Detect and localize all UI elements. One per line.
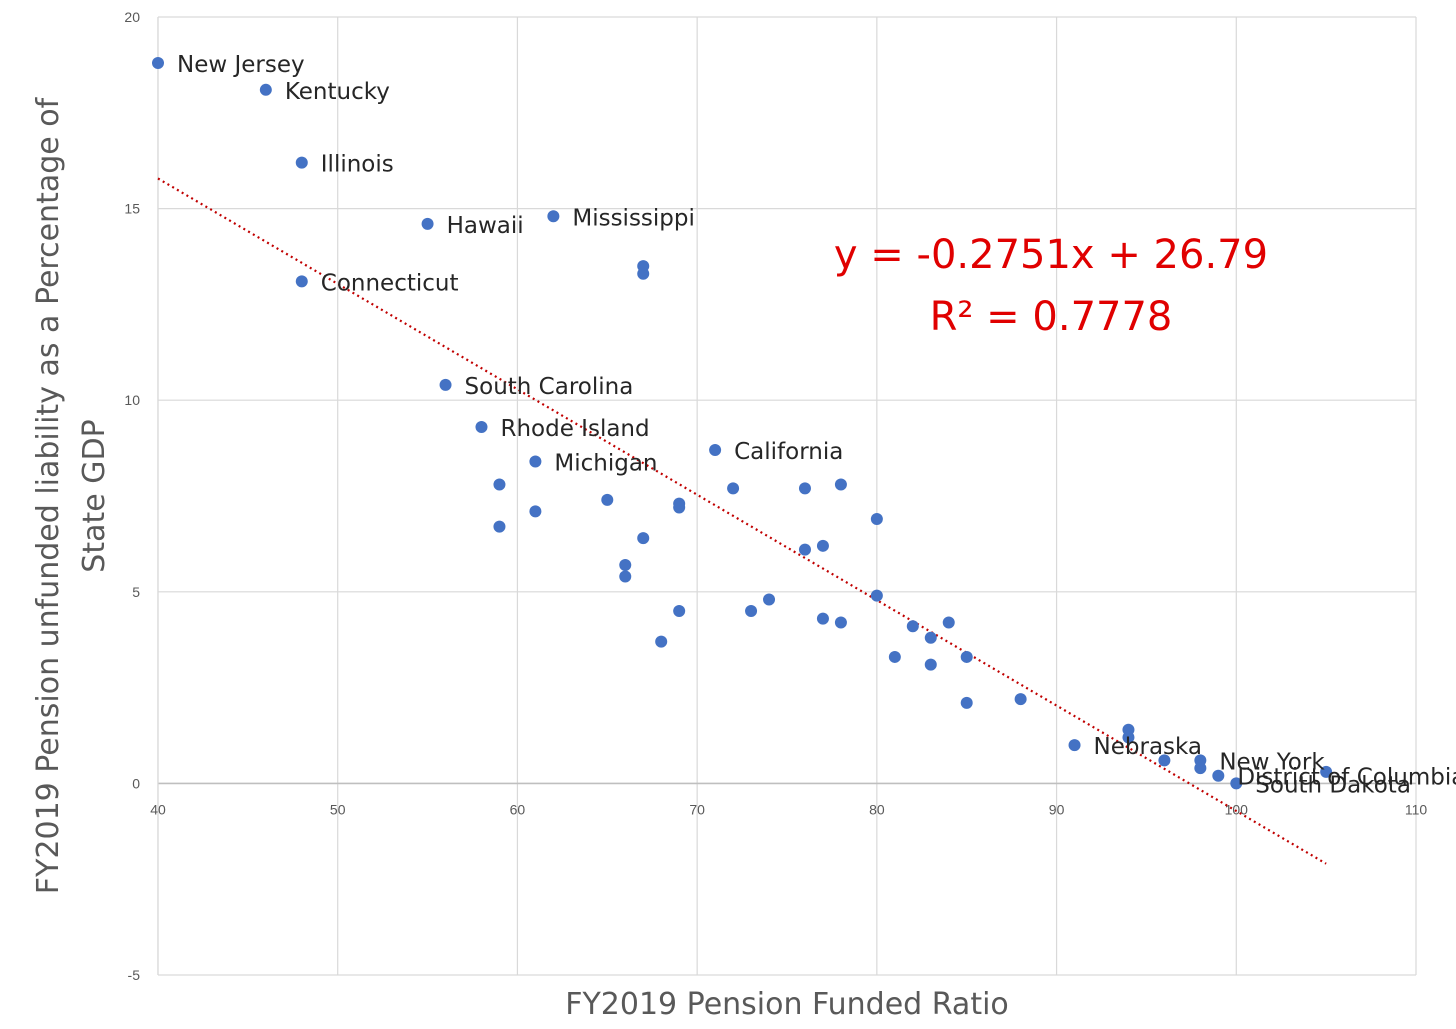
y-axis-title-line-1: FY2019 Pension unfunded liability as a P… bbox=[31, 96, 66, 894]
data-point bbox=[924, 658, 937, 671]
y-axis-title-line-2: State GDP bbox=[77, 419, 112, 572]
point-label: South Carolina bbox=[465, 374, 634, 400]
y-tick-label: 20 bbox=[124, 9, 140, 25]
gridlines bbox=[157, 16, 1417, 976]
data-point bbox=[295, 275, 308, 288]
x-tick-label: 90 bbox=[1049, 801, 1065, 817]
x-tick-label: 80 bbox=[869, 801, 885, 817]
y-tick-label: 15 bbox=[124, 201, 140, 217]
y-tick-label: -5 bbox=[128, 967, 141, 983]
point-label: Rhode Island bbox=[500, 416, 649, 442]
data-points bbox=[152, 56, 1333, 790]
data-point bbox=[619, 558, 632, 571]
data-point bbox=[1212, 769, 1225, 782]
point-label: California bbox=[734, 439, 843, 465]
data-point bbox=[475, 421, 488, 434]
data-point bbox=[547, 210, 560, 223]
x-tick-label: 60 bbox=[510, 801, 526, 817]
data-point bbox=[637, 532, 650, 545]
data-point bbox=[529, 505, 542, 518]
point-label: Nebraska bbox=[1094, 734, 1203, 760]
data-point bbox=[1320, 765, 1333, 778]
data-point bbox=[870, 512, 883, 525]
x-tick-label: 100 bbox=[1225, 801, 1249, 817]
y-tick-label: 10 bbox=[124, 392, 140, 408]
data-point bbox=[637, 267, 650, 280]
point-label: South Dakota bbox=[1255, 772, 1411, 798]
trendline bbox=[157, 177, 1327, 865]
data-point bbox=[727, 482, 740, 495]
x-tick-label: 70 bbox=[689, 801, 705, 817]
data-point bbox=[745, 604, 758, 617]
data-point bbox=[870, 589, 883, 602]
point-label: District of Columbia bbox=[1237, 765, 1456, 791]
y-tick-label: 5 bbox=[132, 584, 140, 600]
data-point bbox=[942, 616, 955, 629]
data-point bbox=[1158, 754, 1171, 767]
data-point bbox=[439, 378, 452, 391]
data-point bbox=[152, 56, 164, 69]
data-point bbox=[673, 501, 686, 514]
data-point bbox=[1122, 731, 1135, 744]
y-axis-title: FY2019 Pension unfunded liability as a P… bbox=[31, 96, 112, 894]
point-label: Illinois bbox=[321, 152, 394, 178]
point-label: New Jersey bbox=[177, 52, 305, 78]
data-point bbox=[601, 493, 614, 506]
data-point bbox=[924, 631, 937, 644]
data-point bbox=[834, 616, 847, 629]
data-point bbox=[295, 156, 308, 169]
data-point bbox=[619, 570, 632, 583]
data-point bbox=[493, 478, 506, 491]
data-point bbox=[529, 455, 542, 468]
tick-labels: 40 50 60 70 80 90 100 110 -5 0 5 10 15 20 bbox=[124, 9, 1427, 983]
r-squared: R² = 0.7778 bbox=[930, 294, 1173, 340]
point-label: New York bbox=[1219, 749, 1325, 775]
data-point bbox=[259, 83, 272, 96]
data-point bbox=[960, 650, 973, 663]
data-point bbox=[798, 543, 811, 556]
data-point bbox=[421, 217, 434, 230]
point-label: Connecticut bbox=[321, 270, 459, 296]
data-point bbox=[493, 520, 506, 533]
data-point bbox=[1194, 762, 1207, 775]
data-point bbox=[1068, 739, 1081, 752]
regression-equation: y = -0.2751x + 26.79 bbox=[834, 232, 1268, 278]
data-point bbox=[655, 635, 668, 648]
data-point bbox=[816, 539, 829, 552]
x-tick-label: 40 bbox=[150, 801, 166, 817]
data-point bbox=[673, 604, 686, 617]
data-point bbox=[834, 478, 847, 491]
x-axis-title: FY2019 Pension Funded Ratio bbox=[565, 987, 1009, 1022]
point-label: Hawaii bbox=[447, 213, 524, 239]
data-point bbox=[888, 650, 901, 663]
x-tick-label: 110 bbox=[1405, 801, 1428, 817]
data-point bbox=[1014, 693, 1027, 706]
point-label: Kentucky bbox=[285, 79, 390, 105]
data-point bbox=[960, 696, 973, 709]
data-point bbox=[763, 593, 776, 606]
y-tick-label: 0 bbox=[132, 775, 140, 791]
point-label: Mississippi bbox=[572, 205, 695, 231]
data-point bbox=[816, 612, 829, 625]
x-tick-label: 50 bbox=[330, 801, 346, 817]
data-point bbox=[709, 444, 722, 457]
data-point bbox=[1230, 777, 1243, 790]
point-label: Michigan bbox=[554, 451, 657, 477]
data-point bbox=[906, 620, 919, 633]
data-point bbox=[798, 482, 811, 495]
